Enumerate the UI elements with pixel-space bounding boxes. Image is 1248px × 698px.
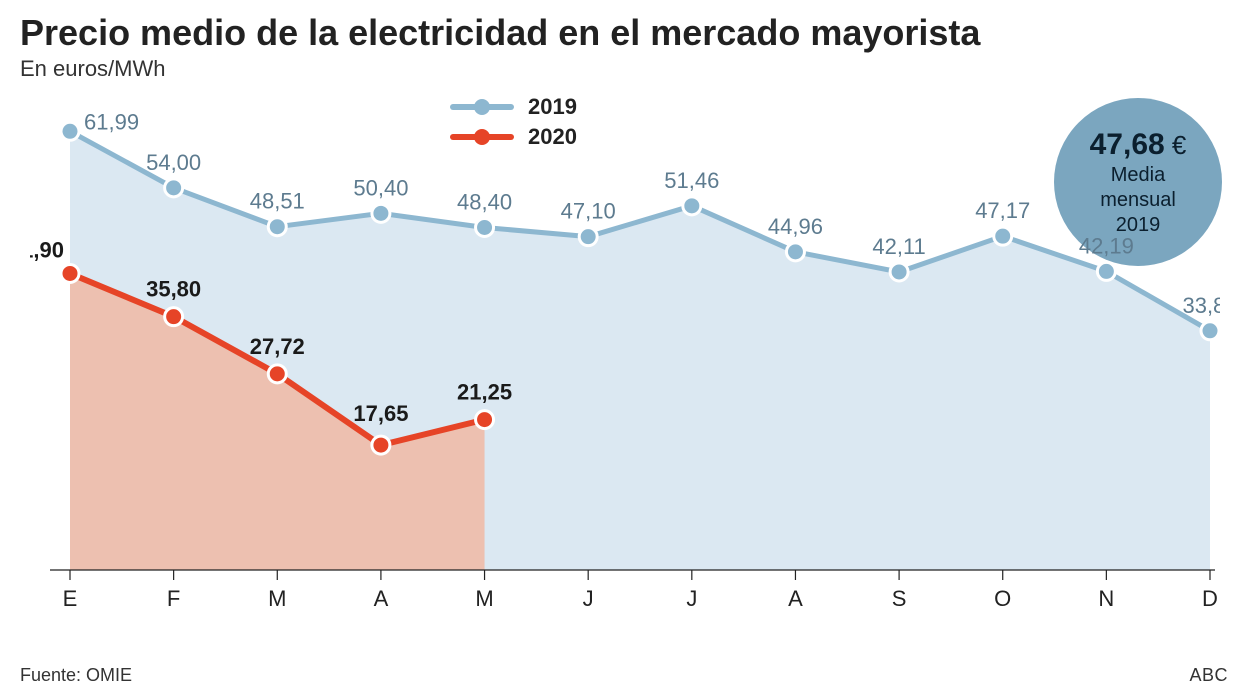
brand-label: ABC [1189, 665, 1228, 686]
line-chart-svg: E F M A M J J A S O N D 61,99 54,00 48,51 50,40 48,40 47,… [30, 100, 1220, 630]
svg-text:41,90: 41,90 [30, 237, 64, 262]
svg-text:F: F [167, 586, 180, 611]
svg-text:44,96: 44,96 [768, 214, 823, 239]
svg-text:42,19: 42,19 [1079, 233, 1134, 258]
svg-text:50,40: 50,40 [353, 175, 408, 200]
svg-text:N: N [1098, 586, 1114, 611]
chart-subtitle: En euros/MWh [20, 56, 1228, 82]
svg-text:54,00: 54,00 [146, 150, 201, 175]
svg-text:61,99: 61,99 [84, 109, 139, 134]
chart-area: E F M A M J J A S O N D 61,99 54,00 48,51 50,40 48,40 47,… [30, 100, 1220, 630]
svg-text:42,11: 42,11 [872, 234, 925, 259]
chart-title: Precio medio de la electricidad en el me… [20, 14, 1228, 52]
svg-text:47,17: 47,17 [975, 198, 1030, 223]
svg-text:51,46: 51,46 [664, 168, 719, 193]
source-label: Fuente: OMIE [20, 665, 132, 686]
svg-text:O: O [994, 586, 1011, 611]
svg-text:J: J [686, 586, 697, 611]
svg-text:27,72: 27,72 [250, 334, 305, 359]
svg-text:48,40: 48,40 [457, 189, 512, 214]
svg-text:47,10: 47,10 [561, 199, 616, 224]
svg-text:35,80: 35,80 [146, 277, 201, 302]
svg-text:48,51: 48,51 [250, 189, 305, 214]
svg-text:M: M [268, 586, 286, 611]
svg-text:S: S [892, 586, 907, 611]
svg-text:A: A [788, 586, 803, 611]
svg-text:J: J [583, 586, 594, 611]
svg-text:17,65: 17,65 [353, 401, 408, 426]
svg-text:A: A [374, 586, 389, 611]
svg-text:E: E [63, 586, 78, 611]
svg-text:M: M [475, 586, 493, 611]
svg-text:33,80: 33,80 [1182, 293, 1220, 318]
svg-text:21,25: 21,25 [457, 380, 512, 405]
svg-text:D: D [1202, 586, 1218, 611]
